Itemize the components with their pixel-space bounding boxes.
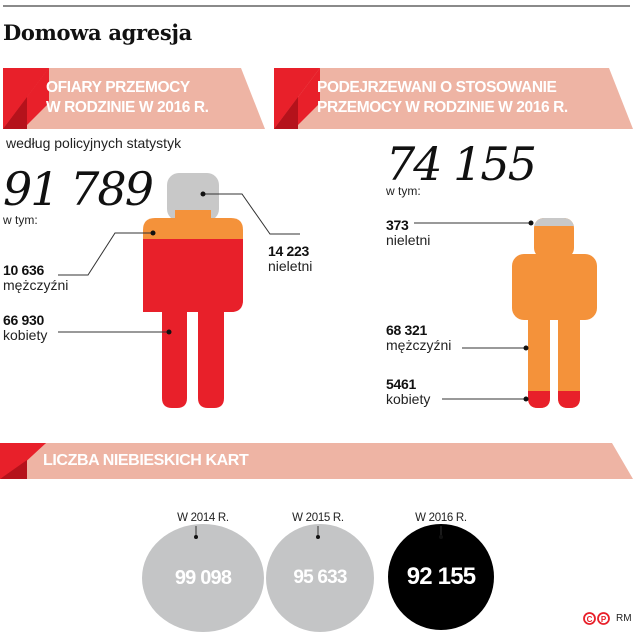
- suspects-women-value: 5461: [386, 376, 416, 392]
- year-2014: W 2014 R.: [143, 512, 263, 524]
- victims-minors-text: nieletni: [268, 258, 313, 274]
- circle-2014: 99 098: [142, 524, 264, 632]
- victims-women-text: kobiety: [3, 327, 48, 343]
- victims-banner-line1: OFIARY PRZEMOCY: [46, 79, 190, 96]
- victims-men-label: 10 636 mężczyźni: [3, 263, 68, 293]
- victims-women-value: 66 930: [3, 312, 45, 328]
- suspects-banner-line1: PODEJRZEWANI O STOSOWANIE: [317, 79, 557, 96]
- circle-2015: 95 633: [266, 524, 374, 632]
- top-rule: [3, 5, 630, 7]
- victims-banner: OFIARY PRZEMOCY W RODZINIE W 2016 R.: [3, 68, 265, 129]
- value-2014: 99 098: [174, 566, 232, 589]
- suspects-men-label: 68 321 mężczyźni: [386, 323, 451, 353]
- suspects-banner: PODEJRZEWANI O STOSOWANIE PRZEMOCY W ROD…: [274, 68, 633, 129]
- victims-figure: [58, 173, 300, 408]
- banner-shape-icon: [0, 443, 633, 479]
- suspects-minors-label: 373 nieletni: [386, 218, 430, 248]
- suspects-women-text: kobiety: [386, 391, 431, 407]
- victims-in-which: w tym:: [3, 213, 38, 227]
- figure-head-icon: [167, 173, 219, 221]
- year-2015: W 2015 R.: [258, 512, 378, 524]
- year-pointers: [194, 526, 443, 539]
- author-initials: RM: [616, 613, 632, 624]
- victims-men-text: mężczyźni: [3, 277, 69, 293]
- value-2015: 95 633: [293, 567, 347, 588]
- blue-cards-banner-text: LICZBA NIEBIESKICH KART: [43, 452, 249, 469]
- year-2016: W 2016 R.: [381, 512, 501, 524]
- suspects-women-label: 5461 kobiety: [386, 377, 430, 407]
- victims-subtitle: według policyjnych statystyk: [6, 135, 182, 151]
- year-2016-label: W 2016 R.: [415, 512, 467, 524]
- suspects-total: 74 155: [386, 137, 537, 191]
- banner-shape-icon: [3, 68, 265, 129]
- victims-men-value: 10 636: [3, 262, 45, 278]
- suspects-banner-line2: PRZEMOCY W RODZINIE W 2016 R.: [317, 99, 568, 116]
- year-2015-label: W 2015 R.: [292, 512, 344, 524]
- copyright-logo-icon: C P: [583, 612, 610, 625]
- victims-women-label: 66 930 kobiety: [3, 313, 47, 343]
- suspects-figure: [414, 218, 597, 408]
- credit: C P RM: [583, 612, 632, 625]
- banner-shape-icon: [274, 68, 633, 129]
- circle-2016: 92 155: [388, 524, 494, 630]
- victims-minors-value: 14 223: [268, 243, 310, 259]
- victims-banner-line2: W RODZINIE W 2016 R.: [46, 99, 209, 116]
- victims-minors-label: 14 223 nieletni: [268, 244, 312, 274]
- blue-cards-banner: LICZBA NIEBIESKICH KART: [0, 443, 633, 479]
- value-2016: 92 155: [406, 563, 476, 590]
- page-title: Domowa agresja: [3, 20, 192, 45]
- svg-text:C: C: [587, 615, 593, 624]
- suspects-men-value: 68 321: [386, 322, 428, 338]
- suspects-in-which: w tym:: [386, 184, 421, 198]
- year-2014-label: W 2014 R.: [177, 512, 229, 524]
- suspects-men-text: mężczyźni: [386, 337, 452, 353]
- victims-total: 91 789: [3, 162, 154, 216]
- suspects-minors-text: nieletni: [386, 232, 431, 248]
- svg-text:P: P: [601, 615, 607, 624]
- suspects-minors-value: 373: [386, 217, 409, 233]
